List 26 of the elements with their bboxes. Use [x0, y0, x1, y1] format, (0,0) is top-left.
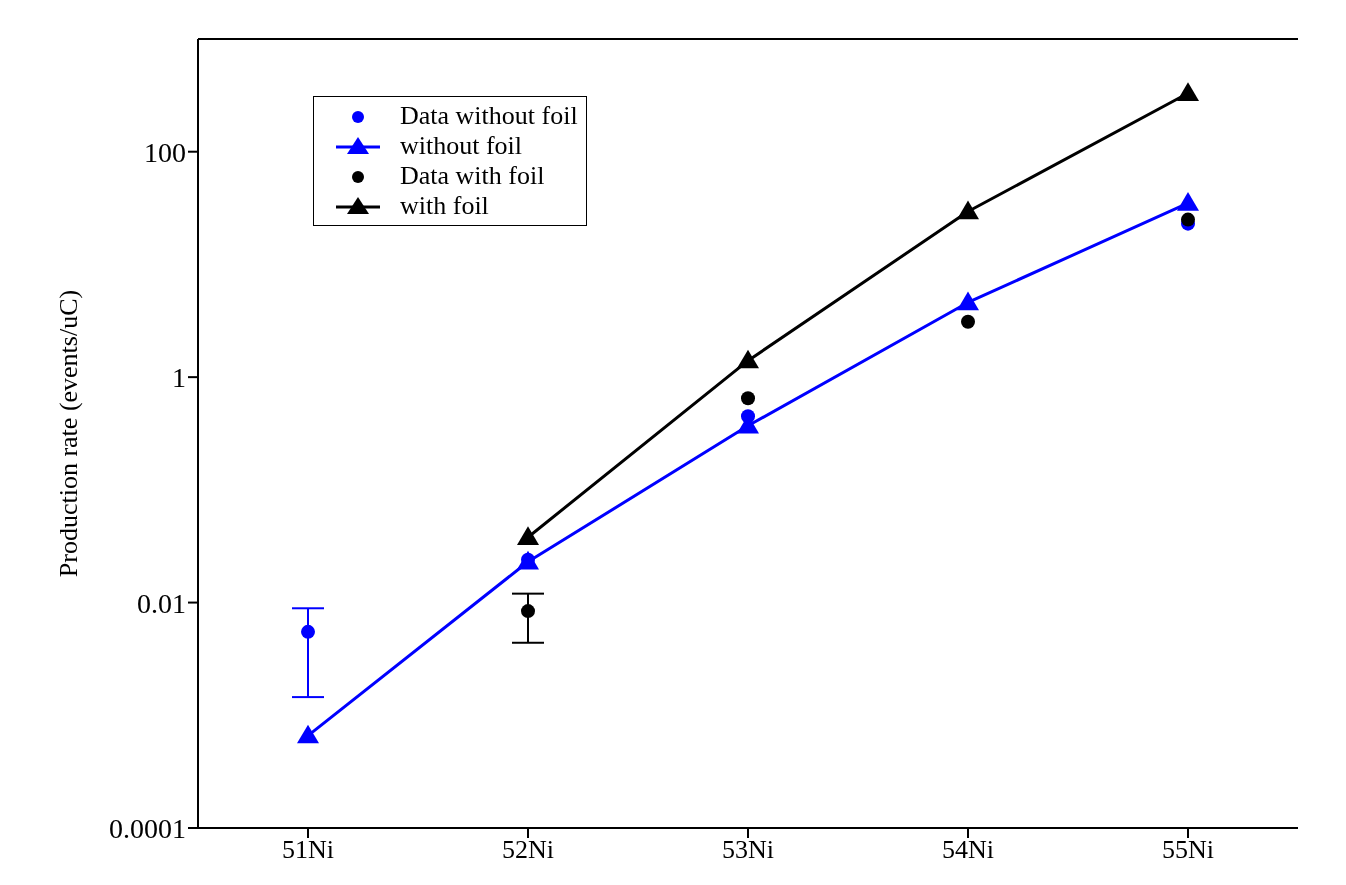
point	[957, 291, 979, 311]
legend-label: with foil	[400, 191, 489, 221]
x-tick-label: 53Ni	[722, 835, 774, 865]
x-tick-label: 52Ni	[502, 835, 554, 865]
point	[521, 604, 535, 619]
y-tick-label: 100	[144, 136, 186, 168]
point	[1177, 82, 1199, 101]
x-tick-label: 51Ni	[282, 835, 334, 865]
point	[297, 724, 319, 744]
point	[741, 391, 755, 406]
x-tick-label: 54Ni	[942, 835, 994, 865]
y-axis-title: Production rate (events/uC)	[54, 289, 84, 578]
legend-label: without foil	[400, 131, 523, 161]
point	[1181, 212, 1195, 227]
point	[957, 200, 979, 220]
y-tick-label: 0.01	[137, 587, 186, 619]
point	[1177, 192, 1199, 211]
point	[737, 349, 759, 369]
point	[301, 624, 315, 639]
legend-label: Data with foil	[400, 161, 545, 191]
legend-label: Data without foil	[400, 101, 578, 131]
x-tick-label: 55Ni	[1162, 835, 1214, 865]
y-tick-label: 0.0001	[109, 812, 186, 844]
point	[961, 314, 975, 329]
y-tick-label: 1	[172, 362, 186, 394]
point	[517, 526, 539, 545]
